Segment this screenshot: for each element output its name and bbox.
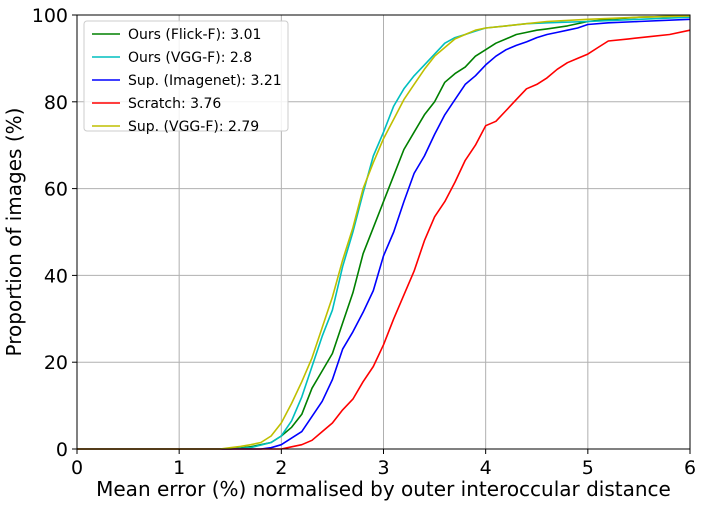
legend: Ours (Flick-F): 3.01 Ours (VGG-F): 2.8 Sup… <box>83 20 289 135</box>
y-tick-label: 40 <box>44 265 68 287</box>
legend-entry: Ours (VGG-F): 2.8 <box>128 50 252 66</box>
y-tick-label: 0 <box>56 439 68 461</box>
series-line-3 <box>77 29 691 450</box>
x-tick-label: 5 <box>582 457 594 479</box>
y-tick-label: 20 <box>44 352 68 374</box>
x-axis-label: Mean error (%) normalised by outer inter… <box>96 477 671 501</box>
legend-entry: Sup. (VGG-F): 2.79 <box>128 119 259 135</box>
y-tick-label: 80 <box>44 92 68 114</box>
series-line-2 <box>77 18 691 450</box>
x-tick-label: 1 <box>173 457 185 479</box>
x-tick-label: 2 <box>275 457 287 479</box>
legend-entry: Sup. (Imagenet): 3.21 <box>128 73 282 89</box>
plot-lines <box>77 15 691 450</box>
y-tick-label: 60 <box>44 179 68 201</box>
y-tick-label: 100 <box>32 5 68 27</box>
x-tick-label: 3 <box>377 457 389 479</box>
x-tick-label: 4 <box>480 457 492 479</box>
legend-box <box>83 20 289 132</box>
series-line-4 <box>77 15 691 450</box>
series-line-0 <box>77 15 691 450</box>
legend-entry: Ours (Flick-F): 3.01 <box>128 27 261 43</box>
x-tick-label: 6 <box>684 457 696 479</box>
x-tick-label: 0 <box>71 457 83 479</box>
legend-entry: Scratch: 3.76 <box>128 96 221 112</box>
y-axis-label: Proportion of images (%) <box>2 108 26 357</box>
